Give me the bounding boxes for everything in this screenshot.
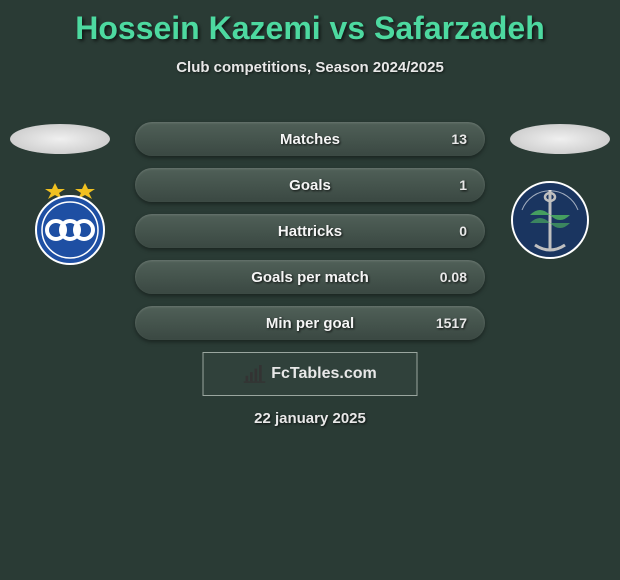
stat-label: Matches — [280, 131, 340, 148]
stat-value: 13 — [451, 131, 467, 147]
club-logo-left — [20, 175, 120, 265]
player-avatar-left — [10, 124, 110, 154]
esteghlal-logo-icon — [20, 175, 120, 265]
stat-label: Hattricks — [278, 223, 342, 240]
stat-row: Matches 13 — [135, 122, 485, 156]
stat-value: 1517 — [436, 315, 467, 331]
player-avatar-right — [510, 124, 610, 154]
stat-label: Min per goal — [266, 315, 354, 332]
stat-value: 1 — [459, 177, 467, 193]
date-text: 22 january 2025 — [0, 410, 620, 427]
branding-box: FcTables.com — [203, 352, 418, 396]
page-title: Hossein Kazemi vs Safarzadeh — [0, 0, 620, 47]
stat-row: Goals 1 — [135, 168, 485, 202]
malavan-logo-icon — [500, 175, 600, 265]
stat-value: 0 — [459, 223, 467, 239]
stat-label: Goals — [289, 177, 331, 194]
stat-row: Goals per match 0.08 — [135, 260, 485, 294]
branding-text: FcTables.com — [271, 365, 377, 383]
stat-row: Hattricks 0 — [135, 214, 485, 248]
stats-list: Matches 13 Goals 1 Hattricks 0 Goals per… — [135, 122, 485, 352]
subtitle: Club competitions, Season 2024/2025 — [0, 59, 620, 76]
chart-icon — [243, 365, 265, 383]
stat-label: Goals per match — [251, 269, 369, 286]
stat-value: 0.08 — [440, 269, 467, 285]
club-logo-right — [500, 175, 600, 265]
stat-row: Min per goal 1517 — [135, 306, 485, 340]
